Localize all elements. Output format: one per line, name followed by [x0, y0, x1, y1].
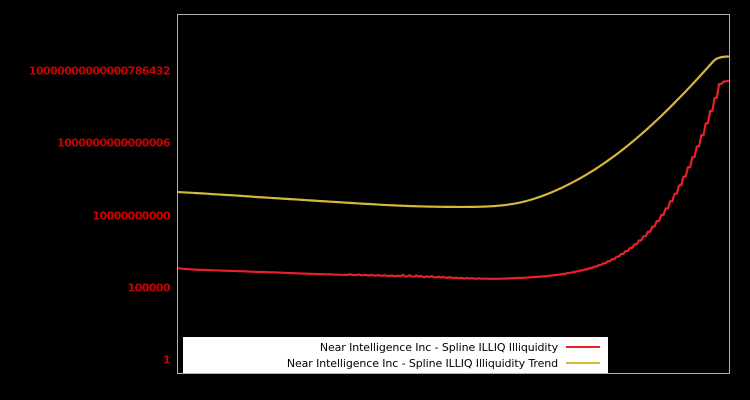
legend-item-illiquidity: Near Intelligence Inc - Spline ILLIQ Ill… — [187, 339, 602, 355]
legend-swatch-trend — [566, 362, 600, 364]
legend-item-trend: Near Intelligence Inc - Spline ILLIQ Ill… — [187, 355, 602, 371]
legend: Near Intelligence Inc - Spline ILLIQ Ill… — [183, 337, 608, 373]
legend-label-trend: Near Intelligence Inc - Spline ILLIQ Ill… — [286, 356, 558, 370]
ytick-label-4: 1 — [162, 353, 171, 367]
plot-area — [177, 14, 730, 374]
legend-swatch-illiquidity — [566, 346, 600, 348]
series-line-trend — [178, 55, 729, 209]
ytick-label-3: 100000 — [127, 281, 171, 295]
series-line-illiquidity — [178, 79, 729, 281]
ytick-label-0: 10000000000000786432 — [28, 64, 171, 78]
legend-label-illiquidity: Near Intelligence Inc - Spline ILLIQ Ill… — [319, 340, 558, 354]
ytick-label-1: 1000000000000006 — [57, 136, 170, 150]
ytick-label-2: 10000000000 — [92, 209, 170, 223]
series-canvas — [178, 55, 729, 281]
